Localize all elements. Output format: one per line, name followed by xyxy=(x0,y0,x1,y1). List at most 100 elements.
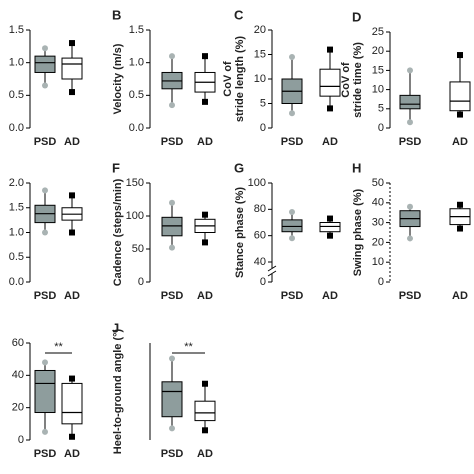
y-tick-label: 60 xyxy=(12,337,24,349)
x-tick-label: AD xyxy=(197,290,213,302)
whisker-end xyxy=(42,82,48,89)
y-tick-label: 60 xyxy=(254,230,266,242)
y-axis-label: Velocity (m/s) xyxy=(112,43,124,114)
whisker-end xyxy=(42,428,48,435)
y-tick-label: 50 xyxy=(132,243,144,255)
x-tick-label: PSD xyxy=(34,136,57,148)
box xyxy=(34,369,56,414)
whisker-end xyxy=(42,359,48,366)
significance-label: ** xyxy=(54,341,63,353)
whisker-end xyxy=(407,235,413,242)
y-tick-label: 2.0 xyxy=(9,177,24,189)
y-tick-label: 30 xyxy=(372,217,384,229)
x-tick-label: AD xyxy=(64,136,80,148)
whisker-end xyxy=(42,229,48,236)
x-tick-label: PSD xyxy=(161,136,184,148)
panel-letter: J xyxy=(112,320,119,335)
box xyxy=(281,219,303,233)
y-tick-label: 50 xyxy=(372,177,384,189)
y-tick-label: 1.0 xyxy=(9,226,24,238)
panel-letter: G xyxy=(234,160,244,175)
y-tick-label: 80 xyxy=(254,203,266,215)
y-tick-label: 150 xyxy=(126,177,144,189)
whisker-end xyxy=(202,380,208,387)
x-tick-label: PSD xyxy=(281,290,304,302)
y-tick-label: 0 xyxy=(378,276,384,288)
whisker-end xyxy=(457,111,463,118)
significance-label: ** xyxy=(184,341,193,353)
whisker-end xyxy=(69,192,75,199)
whisker-end xyxy=(69,89,75,96)
box xyxy=(161,216,183,237)
whisker-end xyxy=(289,53,295,60)
x-tick-label: AD xyxy=(64,448,80,460)
y-axis-label: Heel-to-ground angle (°) xyxy=(112,328,124,454)
whisker-end xyxy=(69,375,75,382)
x-tick-label: AD xyxy=(452,136,468,148)
y-tick-label: 0 xyxy=(260,122,266,134)
box xyxy=(319,222,341,233)
y-tick-label: 0.0 xyxy=(9,122,24,134)
y-tick-label: 10 xyxy=(254,73,266,85)
whisker-end xyxy=(42,187,48,194)
y-tick-label: 10 xyxy=(372,84,384,96)
y-tick-label: 5 xyxy=(378,103,384,115)
y-tick-label: 20 xyxy=(254,24,266,36)
y-axis-label: Cadence (steps/min) xyxy=(112,178,124,286)
whisker-end xyxy=(169,425,175,432)
box xyxy=(319,68,341,97)
x-tick-label: PSD xyxy=(399,136,422,148)
y-axis-label: Stance phase (%) xyxy=(234,187,246,278)
whisker-end xyxy=(327,105,333,112)
whisker-end xyxy=(327,232,333,239)
whisker-end xyxy=(202,211,208,218)
y-tick-label: 0 xyxy=(260,276,266,288)
x-tick-label: AD xyxy=(322,136,338,148)
whisker-end xyxy=(169,102,175,109)
x-tick-label: AD xyxy=(322,290,338,302)
y-tick-label: 15 xyxy=(372,64,384,76)
x-tick-label: PSD xyxy=(161,448,184,460)
whisker-end xyxy=(69,40,75,47)
box xyxy=(161,381,183,418)
whisker-end xyxy=(289,110,295,117)
y-tick-label: 40 xyxy=(254,256,266,268)
panel-letter: D xyxy=(352,9,361,24)
y-tick-label: 0.5 xyxy=(129,89,144,101)
y-tick-label: 1.0 xyxy=(129,57,144,69)
x-tick-label: AD xyxy=(64,290,80,302)
y-axis-label: Swing phase (%) xyxy=(352,188,364,276)
axis-break xyxy=(267,270,277,277)
y-tick-label: 0 xyxy=(138,276,144,288)
whisker-end xyxy=(289,235,295,242)
y-tick-label: 40 xyxy=(12,369,24,381)
box xyxy=(194,400,216,422)
y-axis-label: stride time (%) xyxy=(352,42,364,118)
x-tick-label: PSD xyxy=(34,448,57,460)
axis-break xyxy=(267,265,277,272)
y-tick-label: 1.0 xyxy=(9,57,24,69)
box xyxy=(61,382,83,425)
y-tick-label: 100 xyxy=(248,177,266,189)
whisker-end xyxy=(407,203,413,210)
whisker-end xyxy=(457,225,463,232)
y-axis-label: CoV of xyxy=(222,61,234,97)
whisker-end xyxy=(169,199,175,206)
whisker-end xyxy=(407,119,413,126)
y-axis-label: CoV of xyxy=(340,62,352,98)
x-tick-label: PSD xyxy=(281,136,304,148)
panel-letter: C xyxy=(234,7,244,22)
whisker-end xyxy=(169,53,175,60)
whisker-end xyxy=(289,208,295,215)
y-tick-label: 20 xyxy=(12,402,24,414)
y-tick-label: 15 xyxy=(254,48,266,60)
x-tick-label: PSD xyxy=(399,290,422,302)
y-tick-label: 25 xyxy=(372,26,384,38)
panel-letter: H xyxy=(352,160,361,175)
box xyxy=(449,81,471,112)
y-tick-label: 0.5 xyxy=(9,251,24,263)
x-tick-label: AD xyxy=(452,290,468,302)
y-tick-label: 100 xyxy=(126,210,144,222)
y-tick-label: 0 xyxy=(378,122,384,134)
